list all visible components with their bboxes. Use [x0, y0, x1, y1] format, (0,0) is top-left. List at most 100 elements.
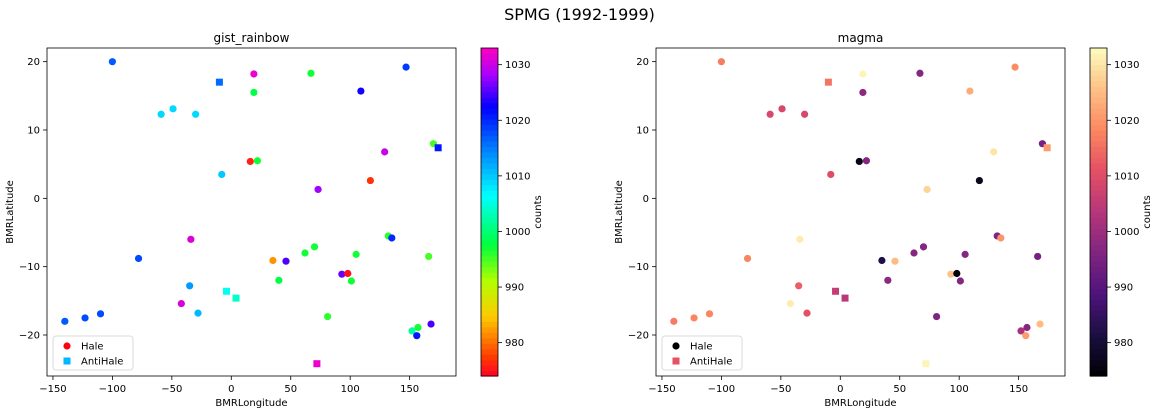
- y-tick-label: 20: [636, 57, 649, 68]
- colorbar-segment: [481, 310, 498, 317]
- point-hale: [859, 88, 867, 97]
- point-hale: [990, 148, 998, 156]
- colorbar-segment: [1090, 354, 1107, 361]
- colorbar-segment: [1090, 173, 1107, 180]
- colorbar-segment: [1090, 359, 1107, 366]
- colorbar-segment: [1090, 348, 1107, 355]
- colorbar-segment: [1090, 157, 1107, 164]
- point-hale: [314, 185, 322, 194]
- colorbar-segment: [1090, 217, 1107, 224]
- colorbar-segment: [481, 190, 498, 197]
- x-tick-label: 150: [1009, 384, 1028, 395]
- point-hale: [670, 317, 678, 325]
- point-hale: [157, 110, 165, 118]
- colorbar-segment: [481, 173, 498, 180]
- point-hale: [1011, 63, 1019, 71]
- colorbar-segment: [481, 261, 498, 268]
- colorbar-segment: [481, 179, 498, 186]
- legend-label-hale: Hale: [81, 342, 104, 353]
- point-hale: [366, 176, 374, 185]
- colorbar-segment: [481, 321, 498, 328]
- point-hale: [956, 277, 964, 285]
- point-antihale: [215, 78, 223, 86]
- point-hale: [717, 58, 725, 66]
- colorbar-segment: [1090, 239, 1107, 246]
- point-hale: [177, 299, 185, 308]
- colorbar-segment: [481, 288, 498, 295]
- point-hale: [250, 70, 258, 78]
- legend-label-hale: Hale: [690, 342, 713, 353]
- point-hale: [705, 310, 714, 318]
- point-hale: [250, 88, 258, 97]
- colorbar-segment: [1090, 179, 1107, 186]
- axes-title: magma: [838, 31, 884, 45]
- colorbar: 980 990 1000 1010 1020 1030 counts: [1089, 47, 1153, 377]
- colorbar-segment: [1090, 124, 1107, 131]
- point-hale: [187, 235, 195, 243]
- colorbar-segment: [481, 283, 498, 290]
- colorbar-segment: [481, 212, 498, 219]
- legend: Hale AntiHale: [52, 335, 134, 371]
- point-hale: [275, 276, 283, 284]
- colorbar-segment: [481, 272, 498, 279]
- colorbar-segment: [1090, 337, 1107, 344]
- colorbar-tick-label: 980: [1114, 338, 1133, 349]
- y-tick-label: 10: [27, 126, 40, 137]
- colorbar-segment: [1090, 130, 1107, 137]
- colorbar-segment: [1090, 108, 1107, 115]
- x-tick-label: 100: [950, 384, 969, 395]
- point-hale: [357, 87, 365, 95]
- colorbar-segment: [481, 184, 498, 191]
- point-hale: [218, 170, 226, 179]
- point-hale: [916, 69, 924, 77]
- colorbar-segment: [481, 124, 498, 131]
- colorbar-segment: [481, 255, 498, 262]
- colorbar-segment: [1090, 343, 1107, 350]
- colorbar-segment: [1090, 294, 1107, 301]
- point-hale: [61, 317, 69, 325]
- y-axis-label: BMRLatitude: [614, 180, 625, 244]
- colorbar-segment: [1090, 222, 1107, 229]
- colorbar-segment: [481, 113, 498, 120]
- point-hale: [414, 323, 422, 332]
- point-antihale: [1043, 144, 1051, 152]
- point-hale: [96, 310, 105, 318]
- point-hale: [778, 105, 786, 113]
- point-hale: [427, 320, 435, 328]
- colorbar-segment: [481, 250, 498, 257]
- colorbar-segment: [1090, 266, 1107, 273]
- point-hale: [862, 157, 871, 165]
- colorbar-segment: [481, 140, 498, 147]
- point-hale: [953, 269, 961, 278]
- point-hale: [301, 249, 309, 257]
- colorbar-tick-label: 1000: [1114, 227, 1139, 238]
- colorbar-segment: [1090, 304, 1107, 311]
- colorbar-segment: [481, 91, 498, 98]
- colorbar-segment: [481, 299, 498, 306]
- point-hale: [246, 157, 254, 166]
- point-hale: [352, 250, 360, 258]
- point-antihale: [841, 294, 849, 302]
- point-hale: [923, 185, 931, 194]
- legend-marker-antihale: [63, 357, 71, 365]
- colorbar-frame: [480, 47, 499, 377]
- colorbar-segment: [1090, 86, 1107, 93]
- point-hale: [975, 176, 983, 185]
- point-hale: [186, 282, 194, 290]
- colorbar-segment: [1090, 233, 1107, 240]
- colorbar-segment: [481, 348, 498, 355]
- point-hale: [796, 235, 804, 243]
- x-axis-label: BMRLongitude: [215, 398, 287, 409]
- colorbar-segment: [481, 222, 498, 229]
- y-tick-label: −10: [628, 262, 649, 273]
- colorbar-segment: [481, 343, 498, 350]
- colorbar-segment: [1090, 288, 1107, 295]
- colorbar-segment: [1090, 272, 1107, 279]
- colorbar-segment: [1090, 102, 1107, 109]
- legend: Hale AntiHale: [661, 335, 743, 371]
- x-tick-label: 50: [893, 384, 906, 395]
- point-hale: [801, 110, 809, 118]
- colorbar-segment: [481, 359, 498, 366]
- x-axis-label: BMRLongitude: [824, 398, 896, 409]
